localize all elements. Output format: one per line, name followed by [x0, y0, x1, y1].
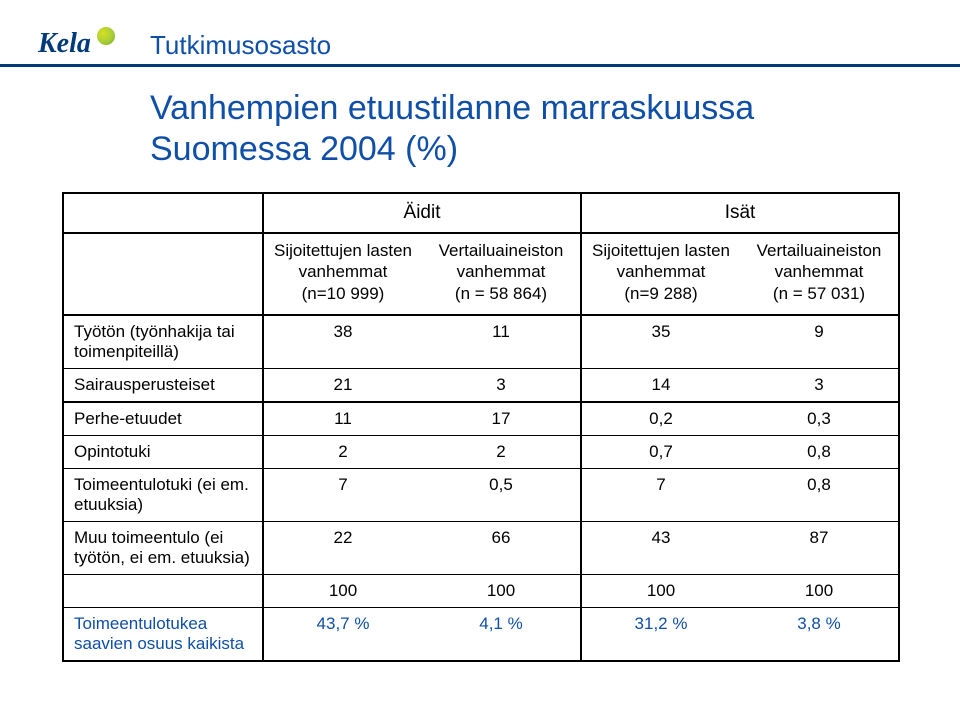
cell: 0,2	[581, 402, 740, 436]
footer-cell: 3,8 %	[740, 607, 899, 661]
row-label: Sairausperusteiset	[63, 368, 263, 402]
group-header-fathers: Isät	[581, 193, 899, 233]
cell: 35	[581, 315, 740, 369]
cell: 22	[263, 521, 422, 574]
group-header-mothers: Äidit	[263, 193, 581, 233]
subheader-3: Sijoitettujen lasten vanhemmat (n=9 288)	[581, 233, 740, 315]
footer-cell: 31,2 %	[581, 607, 740, 661]
cell: 14	[581, 368, 740, 402]
cell: 0,5	[422, 468, 581, 521]
cell: 7	[263, 468, 422, 521]
department-label: Tutkimusosasto	[150, 30, 331, 61]
cell: 17	[422, 402, 581, 436]
subheader-4: Vertailuaineiston vanhemmat (n = 57 031)	[740, 233, 899, 315]
brand-underline	[0, 64, 960, 67]
cell: 38	[263, 315, 422, 369]
total-cell: 100	[581, 574, 740, 607]
subheader-2: Vertailuaineiston vanhemmat (n = 58 864)	[422, 233, 581, 315]
cell: 3	[740, 368, 899, 402]
row-label: Opintotuki	[63, 435, 263, 468]
totals-blank	[63, 574, 263, 607]
cell: 7	[581, 468, 740, 521]
row-label: Työtön (työnhakija tai toimenpiteillä)	[63, 315, 263, 369]
cell: 87	[740, 521, 899, 574]
header-blank	[63, 193, 263, 233]
total-cell: 100	[740, 574, 899, 607]
cell: 66	[422, 521, 581, 574]
brand-logo: Kela	[38, 28, 115, 60]
row-label: Toimeentulotuki (ei em. etuuksia)	[63, 468, 263, 521]
cell: 43	[581, 521, 740, 574]
footer-label: Toimeentulotukea saavien osuus kaikista	[63, 607, 263, 661]
subheader-1: Sijoitettujen lasten vanhemmat (n=10 999…	[263, 233, 422, 315]
slide-title: Vanhempien etuustilanne marraskuussa Suo…	[150, 88, 754, 170]
title-line-1: Vanhempien etuustilanne marraskuussa	[150, 89, 754, 127]
row-label: Perhe-etuudet	[63, 402, 263, 436]
cell: 11	[263, 402, 422, 436]
cell: 11	[422, 315, 581, 369]
row-label: Muu toimeentulo (ei työtön, ei em. etuuk…	[63, 521, 263, 574]
cell: 0,7	[581, 435, 740, 468]
cell: 21	[263, 368, 422, 402]
cell: 0,8	[740, 435, 899, 468]
footer-cell: 43,7 %	[263, 607, 422, 661]
cell: 9	[740, 315, 899, 369]
footer-cell: 4,1 %	[422, 607, 581, 661]
brand-dot-icon	[97, 27, 115, 45]
subheader-blank	[63, 233, 263, 315]
cell: 3	[422, 368, 581, 402]
title-line-2: Suomessa 2004 (%)	[150, 130, 458, 168]
total-cell: 100	[263, 574, 422, 607]
cell: 0,3	[740, 402, 899, 436]
brand-name: Kela	[38, 28, 91, 60]
cell: 2	[422, 435, 581, 468]
cell: 2	[263, 435, 422, 468]
total-cell: 100	[422, 574, 581, 607]
cell: 0,8	[740, 468, 899, 521]
data-table: Äidit Isät Sijoitettujen lasten vanhemma…	[62, 192, 898, 662]
